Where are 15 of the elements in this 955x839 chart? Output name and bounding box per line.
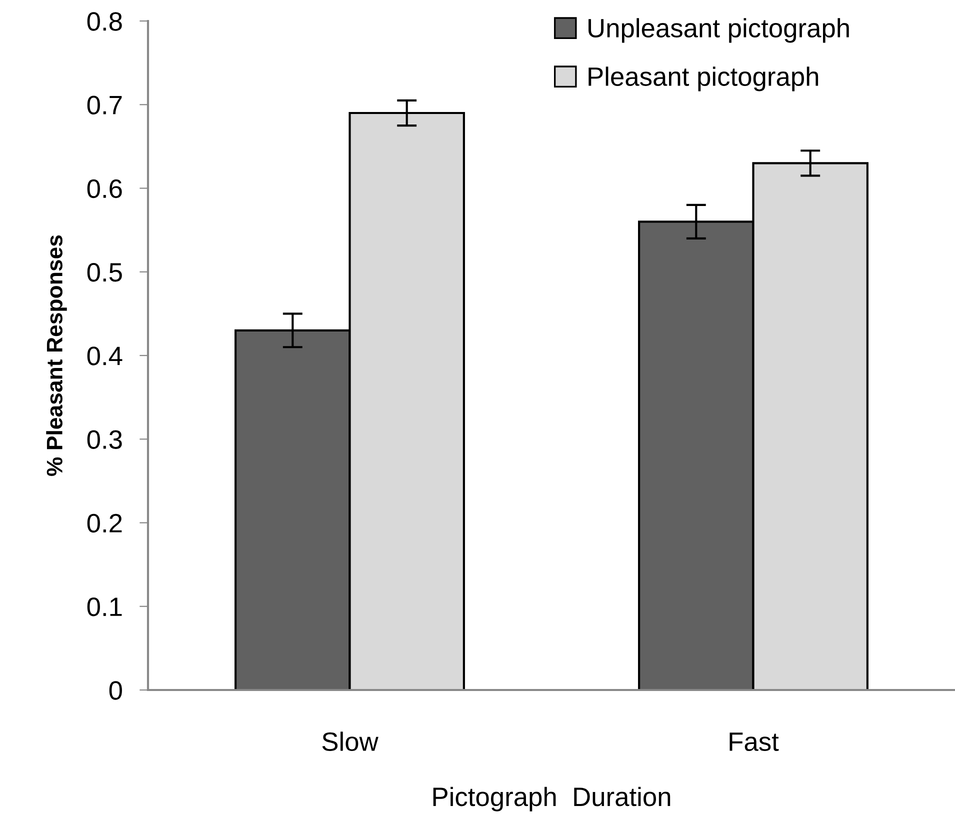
y-tick-label: 0.7	[87, 96, 122, 114]
y-tick-label: 0.4	[87, 346, 122, 366]
y-tick-label: 0.5	[87, 263, 122, 282]
y-tick-label: 0.2	[87, 514, 122, 533]
x-axis-title: Pictograph Duration	[433, 786, 670, 812]
x-tick-label: Fast	[730, 732, 779, 752]
y-tick-label: 0.3	[87, 430, 122, 449]
legend-label: Pleasant pictograph	[588, 66, 818, 92]
y-tick-label: 0.1	[87, 598, 122, 616]
y-tick-label: 0	[109, 681, 122, 700]
y-axis-title: % Pleasant Responses	[46, 235, 67, 476]
x-tick-label: Slow	[322, 732, 378, 752]
y-tick-label: 0.8	[87, 12, 122, 31]
y-tick-label: 0.6	[87, 179, 122, 198]
legend-label: Unpleasant pictograph	[588, 18, 849, 43]
